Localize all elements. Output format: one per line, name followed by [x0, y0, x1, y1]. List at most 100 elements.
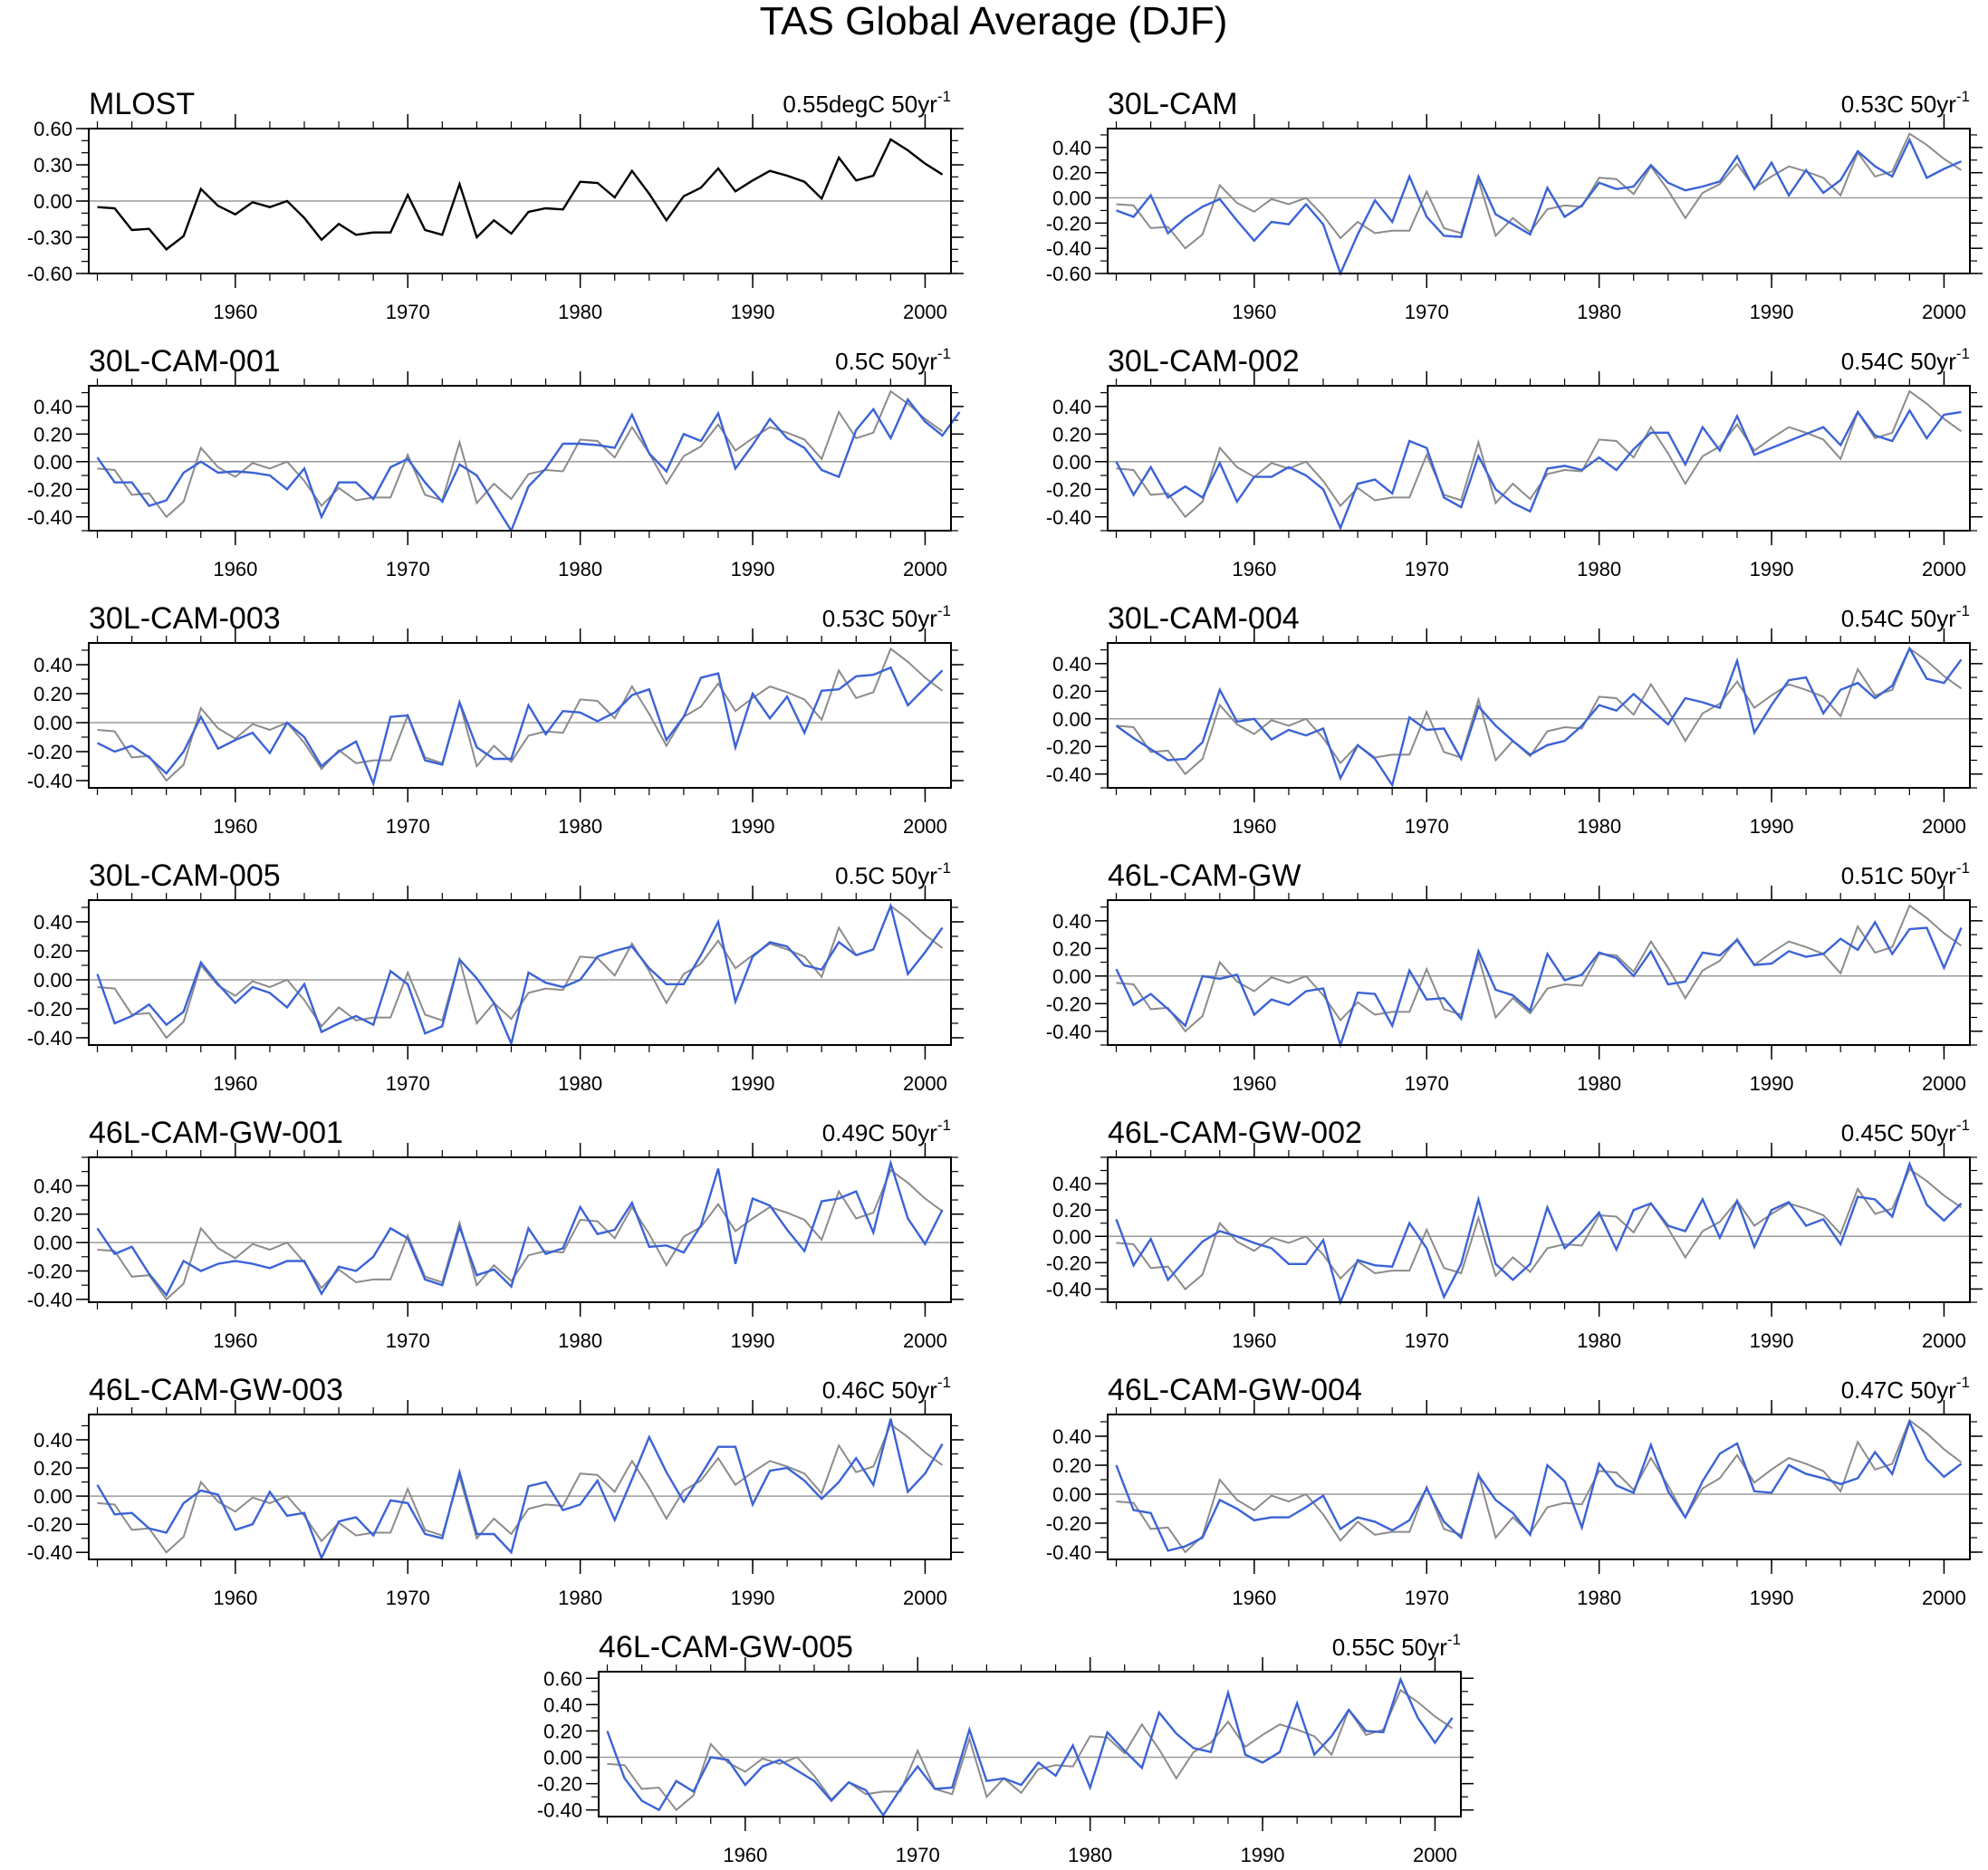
model-series-line	[96, 1158, 944, 1298]
trend-label: 0.53C 50yr-1	[1841, 88, 1970, 118]
y-tick-label: 0.20	[34, 940, 72, 963]
x-tick-label: 1980	[558, 1587, 602, 1609]
trend-label: 0.51C 50yr-1	[1841, 859, 1970, 889]
x-tick-label: 1960	[1232, 1587, 1276, 1609]
y-tick-label: -0.40	[1046, 1541, 1091, 1564]
trend-superscript: -1	[937, 88, 951, 105]
x-tick-label: 1980	[1577, 301, 1621, 323]
chart-panel: 46L-CAM-GW-005 0.55C 50yr-1 -0.40 -0.20 0.00…	[537, 1630, 1474, 1866]
x-tick-label: 1980	[1577, 1587, 1621, 1609]
trend-label: 0.55C 50yr-1	[1332, 1631, 1461, 1661]
x-tick-label: 1980	[558, 558, 602, 580]
y-tick-label: -0.40	[1046, 506, 1091, 529]
x-tick-label: 2000	[1922, 1072, 1966, 1095]
x-tick-label: 2000	[903, 1587, 947, 1609]
trend-superscript: -1	[937, 1117, 951, 1134]
x-tick-label: 1990	[731, 301, 775, 323]
x-tick-label: 1970	[386, 1329, 430, 1352]
model-series-line	[96, 902, 944, 1048]
y-tick-label: 0.00	[1052, 1483, 1091, 1506]
panel-title: 30L-CAM-005	[89, 858, 281, 893]
x-tick-label: 1960	[213, 1072, 257, 1095]
y-tick-label: 0.40	[1052, 1173, 1091, 1195]
y-tick-label: 0.40	[34, 911, 72, 934]
plot-frame	[88, 128, 952, 274]
model-series-line	[1115, 646, 1963, 788]
y-tick-label: 0.20	[1052, 1199, 1091, 1222]
y-tick-label: 0.40	[1052, 910, 1091, 933]
y-tick-label: -0.20	[27, 998, 72, 1021]
x-tick-label: 1960	[213, 301, 257, 323]
y-tick-label: 0.40	[34, 396, 72, 418]
y-tick-label: -0.30	[27, 226, 72, 249]
x-tick-label: 1970	[1405, 1587, 1449, 1609]
observed-series-line	[97, 1423, 944, 1554]
chart-panel: 30L-CAM-004 0.54C 50yr-1 -0.40 -0.20 0.00 0.2…	[1046, 601, 1983, 838]
y-tick-label: 0.40	[34, 654, 72, 676]
x-tick-label: 1990	[1750, 1587, 1794, 1609]
x-tick-label: 1980	[558, 815, 602, 838]
x-tick-label: 2000	[903, 1072, 947, 1095]
x-tick-label: 1960	[1232, 1329, 1276, 1352]
x-tick-label: 1970	[1405, 301, 1449, 323]
y-tick-label: 0.40	[1052, 1425, 1091, 1448]
y-tick-label: 0.00	[1052, 965, 1091, 988]
trend-superscript: -1	[1956, 859, 1970, 877]
chart-panel: 46L-CAM-GW-002 0.45C 50yr-1 -0.40 -0.20 0.00…	[1046, 1116, 1983, 1352]
x-tick-label: 1990	[731, 815, 775, 838]
y-tick-label: 0.20	[1052, 423, 1091, 446]
x-tick-label: 1990	[1750, 558, 1794, 580]
x-tick-label: 1970	[386, 815, 430, 838]
x-tick-label: 1970	[1405, 1329, 1449, 1352]
trend-superscript: -1	[937, 345, 951, 362]
x-tick-label: 2000	[1922, 1587, 1966, 1609]
panels: MLOST 0.55degC 50yr-1 -0.60 -0.30 0.00 0.30 0.…	[27, 87, 1983, 1866]
trend-superscript: -1	[1956, 602, 1970, 619]
y-tick-label: -0.40	[27, 1027, 72, 1050]
x-tick-label: 1980	[1068, 1844, 1112, 1866]
x-tick-label: 1970	[1405, 815, 1449, 838]
observed-series-line	[97, 647, 944, 782]
y-tick-label: -0.20	[27, 741, 72, 763]
plot-frame	[1107, 899, 1971, 1046]
trend-superscript: -1	[937, 1374, 951, 1391]
y-tick-label: 0.20	[1052, 937, 1091, 960]
chart-panel: 46L-CAM-GW 0.51C 50yr-1 -0.40 -0.20 0.00 0.20…	[1046, 858, 1983, 1095]
chart-panel: 30L-CAM-005 0.5C 50yr-1 -0.40 -0.20 0.00 0.20…	[27, 858, 964, 1095]
plot-frame	[1107, 642, 1971, 789]
x-tick-label: 2000	[903, 1329, 947, 1352]
x-tick-label: 2000	[903, 558, 947, 580]
model-series-line	[1115, 1160, 1963, 1306]
x-tick-label: 1990	[731, 1587, 775, 1609]
panel-title: 46L-CAM-GW-004	[1108, 1373, 1362, 1407]
observed-series-line	[1116, 1167, 1963, 1290]
y-tick-label: 0.40	[34, 1175, 72, 1197]
observed-series-line	[97, 389, 944, 519]
x-tick-label: 1960	[213, 815, 257, 838]
model-series-line	[1115, 408, 1962, 532]
trend-label: 0.47C 50yr-1	[1841, 1374, 1970, 1404]
y-tick-label: -0.40	[537, 1799, 582, 1822]
x-tick-label: 1960	[213, 1329, 257, 1352]
plot-frame	[88, 385, 952, 532]
y-tick-label: 0.40	[1052, 653, 1091, 676]
trend-label: 0.46C 50yr-1	[822, 1374, 951, 1404]
y-tick-label: 0.00	[1052, 187, 1091, 210]
plot-frame	[88, 1414, 952, 1560]
panel-title: 46L-CAM-GW-003	[89, 1373, 343, 1407]
x-tick-label: 1970	[386, 558, 430, 580]
plot-frame	[1107, 385, 1971, 532]
panel-title: 30L-CAM-002	[1108, 344, 1300, 379]
y-tick-label: -0.40	[27, 1289, 72, 1311]
x-tick-label: 1990	[731, 1329, 775, 1352]
plot-frame	[88, 1156, 952, 1303]
x-tick-label: 1960	[213, 1587, 257, 1609]
panel-title: 46L-CAM-GW-001	[89, 1116, 343, 1150]
trend-superscript: -1	[937, 602, 951, 619]
model-series-line	[1115, 1418, 1963, 1552]
x-tick-label: 1990	[1750, 1072, 1794, 1095]
x-tick-label: 1990	[1750, 301, 1794, 323]
y-tick-label: 0.20	[1052, 162, 1091, 185]
panel-title: 30L-CAM-004	[1108, 601, 1300, 636]
